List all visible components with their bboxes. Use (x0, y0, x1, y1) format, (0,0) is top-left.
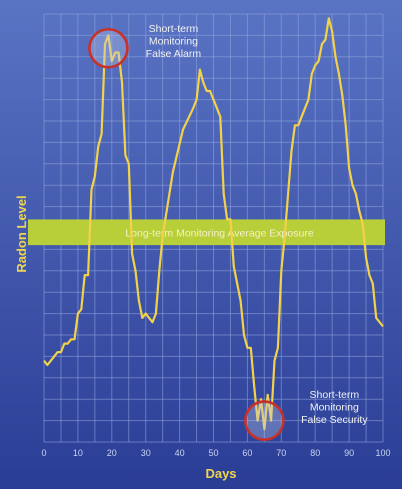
average-exposure-band-rect (28, 219, 385, 246)
x-tick-label: 70 (276, 448, 286, 458)
annotation-circles (88, 27, 285, 441)
x-tick-label: 20 (107, 448, 117, 458)
x-axis-label: Days (205, 466, 236, 481)
x-tick-label: 10 (73, 448, 83, 458)
x-tick-label: 0 (41, 448, 46, 458)
annotation-circle-false-alarm (88, 27, 129, 69)
annotation-text-false-alarm: Short-term (149, 23, 199, 35)
x-tick-label: 60 (242, 448, 252, 458)
y-axis-label: Radon Level (14, 195, 29, 272)
annotation-text-false-alarm: False Alarm (146, 48, 202, 60)
x-tick-label: 50 (208, 448, 218, 458)
series-line-group (43, 17, 384, 431)
x-tick-label: 90 (344, 448, 354, 458)
radon-level-line (43, 17, 384, 431)
annotation-circle-false-security (244, 400, 285, 441)
x-tick-labels: 0 10 20 30 40 50 60 70 80 90 100 (41, 448, 390, 458)
x-tick-label: 40 (175, 448, 185, 458)
x-tick-label: 80 (310, 448, 320, 458)
annotation-text-false-alarm: Monitoring (149, 36, 198, 48)
annotation-text-false-security: Monitoring (310, 402, 359, 414)
annotation-text-false-security: False Security (301, 414, 368, 426)
average-exposure-band-label: Long-term Monitoring Average Exposure (125, 227, 313, 239)
annotation-text-false-security: Short-term (310, 389, 360, 401)
x-tick-label: 30 (141, 448, 151, 458)
average-exposure-band: Long-term Monitoring Average Exposure (28, 219, 385, 246)
x-tick-label: 100 (375, 448, 390, 458)
